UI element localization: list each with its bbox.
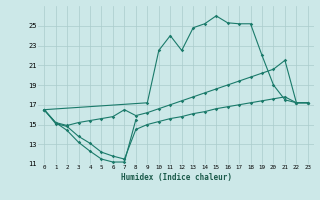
- X-axis label: Humidex (Indice chaleur): Humidex (Indice chaleur): [121, 173, 231, 182]
